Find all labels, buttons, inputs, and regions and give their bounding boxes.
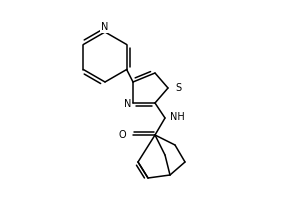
Text: N: N	[124, 99, 131, 109]
Text: N: N	[101, 22, 109, 32]
Text: NH: NH	[170, 112, 185, 122]
Text: O: O	[118, 130, 126, 140]
Text: S: S	[175, 83, 181, 93]
